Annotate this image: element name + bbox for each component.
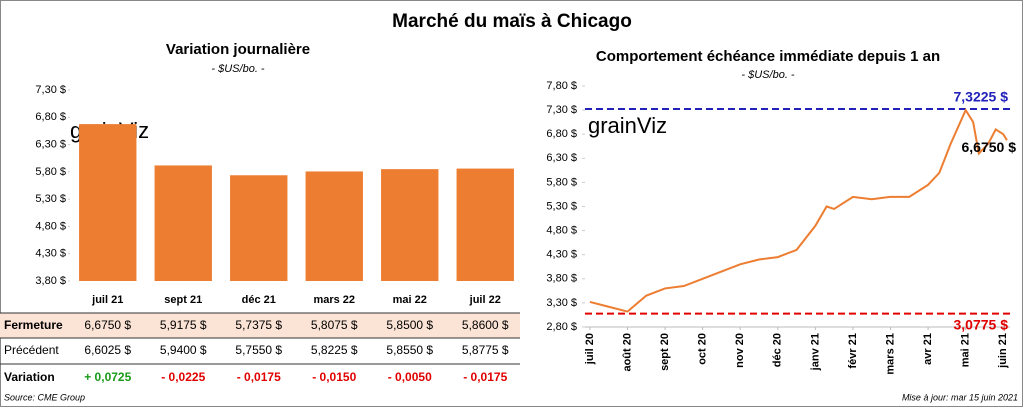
cell: 5,7550 $ xyxy=(235,343,282,357)
row-label: Fermeture xyxy=(4,318,63,332)
cell: 6,6025 $ xyxy=(84,343,131,357)
x-tick-label: juil 22 xyxy=(469,294,501,306)
y-tick-label: 2,80 $ xyxy=(546,321,577,333)
x-tick-label: avr 21 xyxy=(922,333,934,365)
cell: - 0,0050 xyxy=(388,370,432,384)
x-tick-label: oct 20 xyxy=(697,333,709,365)
cell: - 0,0175 xyxy=(463,370,507,384)
y-tick-label: 4,80 $ xyxy=(546,225,577,237)
page-title: Marché du maïs à Chicago xyxy=(392,11,632,32)
y-tick-label: 7,30 $ xyxy=(35,84,66,96)
y-tick-label: 5,30 $ xyxy=(546,200,577,212)
highlight-row xyxy=(0,313,520,338)
reference-label: 3,0775 $ xyxy=(954,316,1009,332)
cell: 5,7375 $ xyxy=(235,318,282,332)
cell: 5,8775 $ xyxy=(462,343,509,357)
y-tick-label: 7,80 $ xyxy=(546,80,577,92)
x-tick-label: juin 21 xyxy=(997,333,1009,369)
chart-title: Comportement échéance immédiate depuis 1… xyxy=(596,48,940,65)
cell: 6,6750 $ xyxy=(84,318,131,332)
x-tick-label: nov 20 xyxy=(734,333,746,368)
y-tick-label: 6,30 $ xyxy=(546,152,577,164)
y-tick-label: 5,30 $ xyxy=(35,193,66,205)
chart-subtitle: - $US/bo. - xyxy=(211,63,265,75)
bar xyxy=(230,175,288,281)
y-tick-label: 7,30 $ xyxy=(546,104,577,116)
end-label: 6,6750 $ xyxy=(962,139,1017,155)
y-tick-label: 4,30 $ xyxy=(546,249,577,261)
x-tick-label: juil 21 xyxy=(91,294,123,306)
x-tick-label: mai 21 xyxy=(960,333,972,367)
chart-title: Variation journalière xyxy=(166,41,310,58)
y-tick-label: 5,80 $ xyxy=(35,166,66,178)
cell: 5,9400 $ xyxy=(160,343,207,357)
cell: 5,9175 $ xyxy=(160,318,207,332)
cell: 5,8075 $ xyxy=(311,318,358,332)
cell: 5,8500 $ xyxy=(386,318,433,332)
row-label: Précédent xyxy=(4,343,59,357)
price-line xyxy=(589,107,1008,313)
x-tick-label: mars 22 xyxy=(313,294,355,306)
bar xyxy=(456,168,514,281)
cell: + 0,0725 xyxy=(84,370,131,384)
y-tick-label: 4,80 $ xyxy=(35,220,66,232)
y-tick-label: 3,80 $ xyxy=(35,275,66,287)
x-tick-label: déc 20 xyxy=(772,333,784,367)
y-tick-label: 6,30 $ xyxy=(35,138,66,150)
cell: - 0,0175 xyxy=(237,370,281,384)
y-tick-label: 3,80 $ xyxy=(546,273,577,285)
x-tick-label: sept 20 xyxy=(659,333,671,371)
y-tick-label: 6,80 $ xyxy=(35,111,66,123)
bar xyxy=(79,124,137,281)
bar xyxy=(305,171,363,281)
bar xyxy=(154,165,212,281)
x-tick-label: janv 21 xyxy=(809,333,821,371)
x-tick-label: févr 21 xyxy=(847,333,859,368)
cell: - 0,0225 xyxy=(161,370,205,384)
reference-label: 7,3225 $ xyxy=(954,89,1009,105)
cell: 5,8600 $ xyxy=(462,318,509,332)
x-tick-label: déc 21 xyxy=(242,294,276,306)
cell: 5,8225 $ xyxy=(311,343,358,357)
x-tick-label: juil 20 xyxy=(584,333,596,365)
cell: - 0,0150 xyxy=(312,370,356,384)
watermark: grainViz xyxy=(588,113,667,138)
y-tick-label: 5,80 $ xyxy=(546,176,577,188)
bar xyxy=(381,169,439,281)
source: Source: CME Group xyxy=(4,392,85,402)
chart-subtitle: - $US/bo. - xyxy=(741,69,795,81)
y-tick-label: 4,30 $ xyxy=(35,248,66,260)
x-tick-label: août 20 xyxy=(621,333,633,372)
x-tick-label: mai 22 xyxy=(393,294,427,306)
y-tick-label: 6,80 $ xyxy=(546,128,577,140)
x-tick-label: mars 21 xyxy=(884,333,896,375)
x-tick-label: sept 21 xyxy=(164,294,202,306)
update-note: Mise à jour: mar 15 juin 2021 xyxy=(902,392,1018,402)
y-tick-label: 3,30 $ xyxy=(546,297,577,309)
cell: 5,8550 $ xyxy=(386,343,433,357)
row-label: Variation xyxy=(4,370,55,384)
